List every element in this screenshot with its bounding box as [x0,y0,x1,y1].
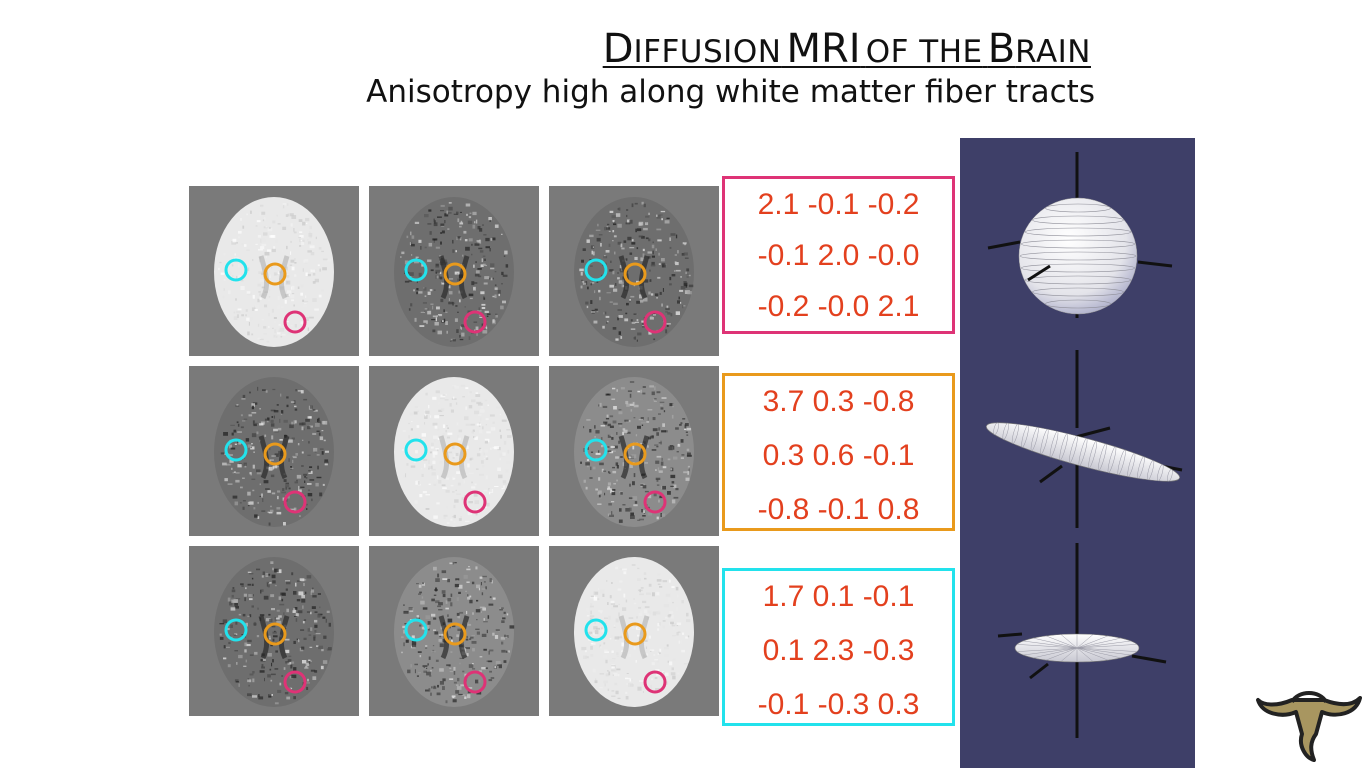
matrix-row: -0.8 -0.1 0.8 [757,493,920,526]
magenta-roi-circle [283,670,307,694]
brain-slice-image [549,366,719,536]
cyan-roi-circle [404,438,428,462]
matrix-row: 0.3 0.6 -0.1 [762,439,915,472]
title-letter-b: B [987,26,1016,72]
subtitle-text: Anisotropy high along white matter fiber… [366,74,1095,110]
cyan-roi-circle [584,258,608,282]
brain-slice-image [369,186,539,356]
cyan-roi-circle [224,438,248,462]
title-word-iffusion: IFFUSION [633,34,782,70]
magenta-roi-circle [643,490,667,514]
title-word-rain: RAIN [1015,34,1091,70]
matrix-row: -0.1 -0.3 0.3 [757,688,920,721]
cyan-roi-circle [404,618,428,642]
cyan-roi-circle [584,438,608,462]
orange-roi-circle [263,442,287,466]
cigar-ellipsoid [986,350,1183,528]
orange-roi-circle [263,262,287,286]
cyan-roi-circle [404,258,428,282]
magenta-roi-circle [463,310,487,334]
slide-title: DIFFUSION MRI OF THE BRAIN [0,26,1365,76]
brain-slice-image [369,546,539,716]
orange-roi-circle [443,262,467,286]
tensor-matrix-sphere: 2.1 -0.1 -0.2 -0.1 2.0 -0.0 -0.2 -0.0 2.… [722,176,955,334]
title-letter-d: D [602,26,634,72]
magenta-roi-circle [643,310,667,334]
tensor-matrix-cigar: 3.7 0.3 -0.8 0.3 0.6 -0.1 -0.8 -0.1 0.8 [722,373,955,531]
matrix-row: 1.7 0.1 -0.1 [762,580,915,613]
brain-slice-image [189,546,359,716]
matrix-row: -0.1 2.0 -0.0 [757,239,920,272]
cyan-roi-circle [584,618,608,642]
bull-horns-logo [1252,676,1364,768]
sphere-ellipsoid [987,152,1173,318]
brain-slice-image [189,366,359,536]
ellipsoid-panel [960,138,1195,768]
brain-slice-image [549,546,719,716]
title-word-mri: MRI [786,26,861,72]
cyan-roi-circle [224,618,248,642]
matrix-row: 3.7 0.3 -0.8 [762,385,915,418]
matrix-row: -0.2 -0.0 2.1 [757,290,920,323]
brain-slice-image [189,186,359,356]
matrix-row: 0.1 2.3 -0.3 [762,634,915,667]
brain-slice-image [369,366,539,536]
disc-ellipsoid [997,543,1167,738]
orange-roi-circle [443,622,467,646]
orange-roi-circle [623,442,647,466]
orange-roi-circle [263,622,287,646]
matrix-row: 2.1 -0.1 -0.2 [757,188,920,221]
magenta-roi-circle [463,670,487,694]
orange-roi-circle [443,442,467,466]
cyan-roi-circle [224,258,248,282]
magenta-roi-circle [283,490,307,514]
slide-subtitle: Anisotropy high along white matter fiber… [0,74,1365,114]
magenta-roi-circle [283,310,307,334]
magenta-roi-circle [643,670,667,694]
brain-slice-image [549,186,719,356]
orange-roi-circle [623,262,647,286]
orange-roi-circle [623,622,647,646]
magenta-roi-circle [463,490,487,514]
title-word-of-the: OF THE [865,34,983,70]
tensor-matrix-disc: 1.7 0.1 -0.1 0.1 2.3 -0.3 -0.1 -0.3 0.3 [722,568,955,726]
